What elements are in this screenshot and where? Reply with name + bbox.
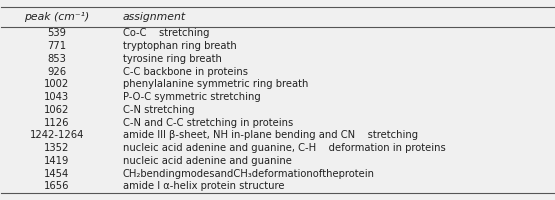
Text: 1043: 1043 xyxy=(44,92,69,102)
Text: CH₂bendingmodesandCH₃deformationoftheprotein: CH₂bendingmodesandCH₃deformationofthepro… xyxy=(123,169,375,179)
Text: amide III β-sheet, NH in-plane bending and CN    stretching: amide III β-sheet, NH in-plane bending a… xyxy=(123,130,418,140)
Text: 1419: 1419 xyxy=(44,156,69,166)
Text: 539: 539 xyxy=(47,28,66,38)
Text: C-C backbone in proteins: C-C backbone in proteins xyxy=(123,67,248,77)
Text: 1126: 1126 xyxy=(44,118,69,128)
Text: P-O-C symmetric stretching: P-O-C symmetric stretching xyxy=(123,92,261,102)
Text: 1656: 1656 xyxy=(44,181,69,191)
Text: nucleic acid adenine and guanine, C-H    deformation in proteins: nucleic acid adenine and guanine, C-H de… xyxy=(123,143,446,153)
Text: peak (cm⁻¹): peak (cm⁻¹) xyxy=(24,12,89,22)
Text: tryptophan ring breath: tryptophan ring breath xyxy=(123,41,236,51)
Text: assignment: assignment xyxy=(123,12,186,22)
Text: 853: 853 xyxy=(47,54,66,64)
Text: 926: 926 xyxy=(47,67,66,77)
Text: C-N stretching: C-N stretching xyxy=(123,105,194,115)
Text: tyrosine ring breath: tyrosine ring breath xyxy=(123,54,222,64)
Text: amide I α-helix protein structure: amide I α-helix protein structure xyxy=(123,181,284,191)
Text: Co-C    stretching: Co-C stretching xyxy=(123,28,209,38)
Text: nucleic acid adenine and guanine: nucleic acid adenine and guanine xyxy=(123,156,292,166)
Text: 1352: 1352 xyxy=(44,143,69,153)
Text: 1002: 1002 xyxy=(44,79,69,89)
Text: 1242-1264: 1242-1264 xyxy=(29,130,84,140)
Text: C-N and C-C stretching in proteins: C-N and C-C stretching in proteins xyxy=(123,118,293,128)
Text: 1454: 1454 xyxy=(44,169,69,179)
Text: 1062: 1062 xyxy=(44,105,69,115)
Text: 771: 771 xyxy=(47,41,66,51)
Text: phenylalanine symmetric ring breath: phenylalanine symmetric ring breath xyxy=(123,79,308,89)
